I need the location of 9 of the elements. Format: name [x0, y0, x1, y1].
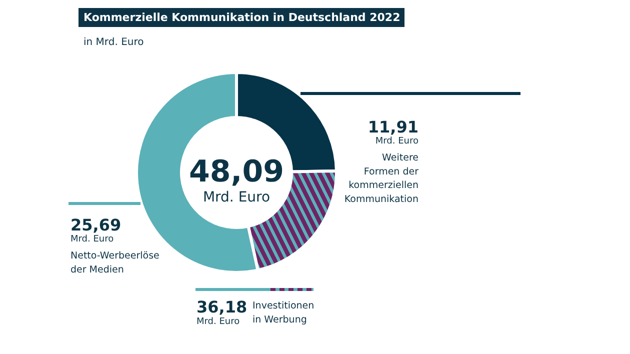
data-label: 11,91 Mrd. Euro [368, 118, 419, 146]
slice-label: Weitere Formen der kommerziellen Kommunikation [344, 152, 419, 205]
text: 48,09 Mrd. Euro [189, 154, 284, 206]
slice-label: Netto-Werbeerlöse der Medien [70, 250, 160, 276]
chart-title: Kommerzielle Kommunikation in Deutschland 2022 [84, 11, 400, 24]
data-label: 25,69 Mrd. Euro [70, 216, 122, 244]
text: Investitionen in Werbung [252, 300, 314, 326]
text: 36,18 Mrd. Euro [196, 298, 248, 328]
chart-subtitle: in Mrd. Euro [84, 37, 144, 48]
